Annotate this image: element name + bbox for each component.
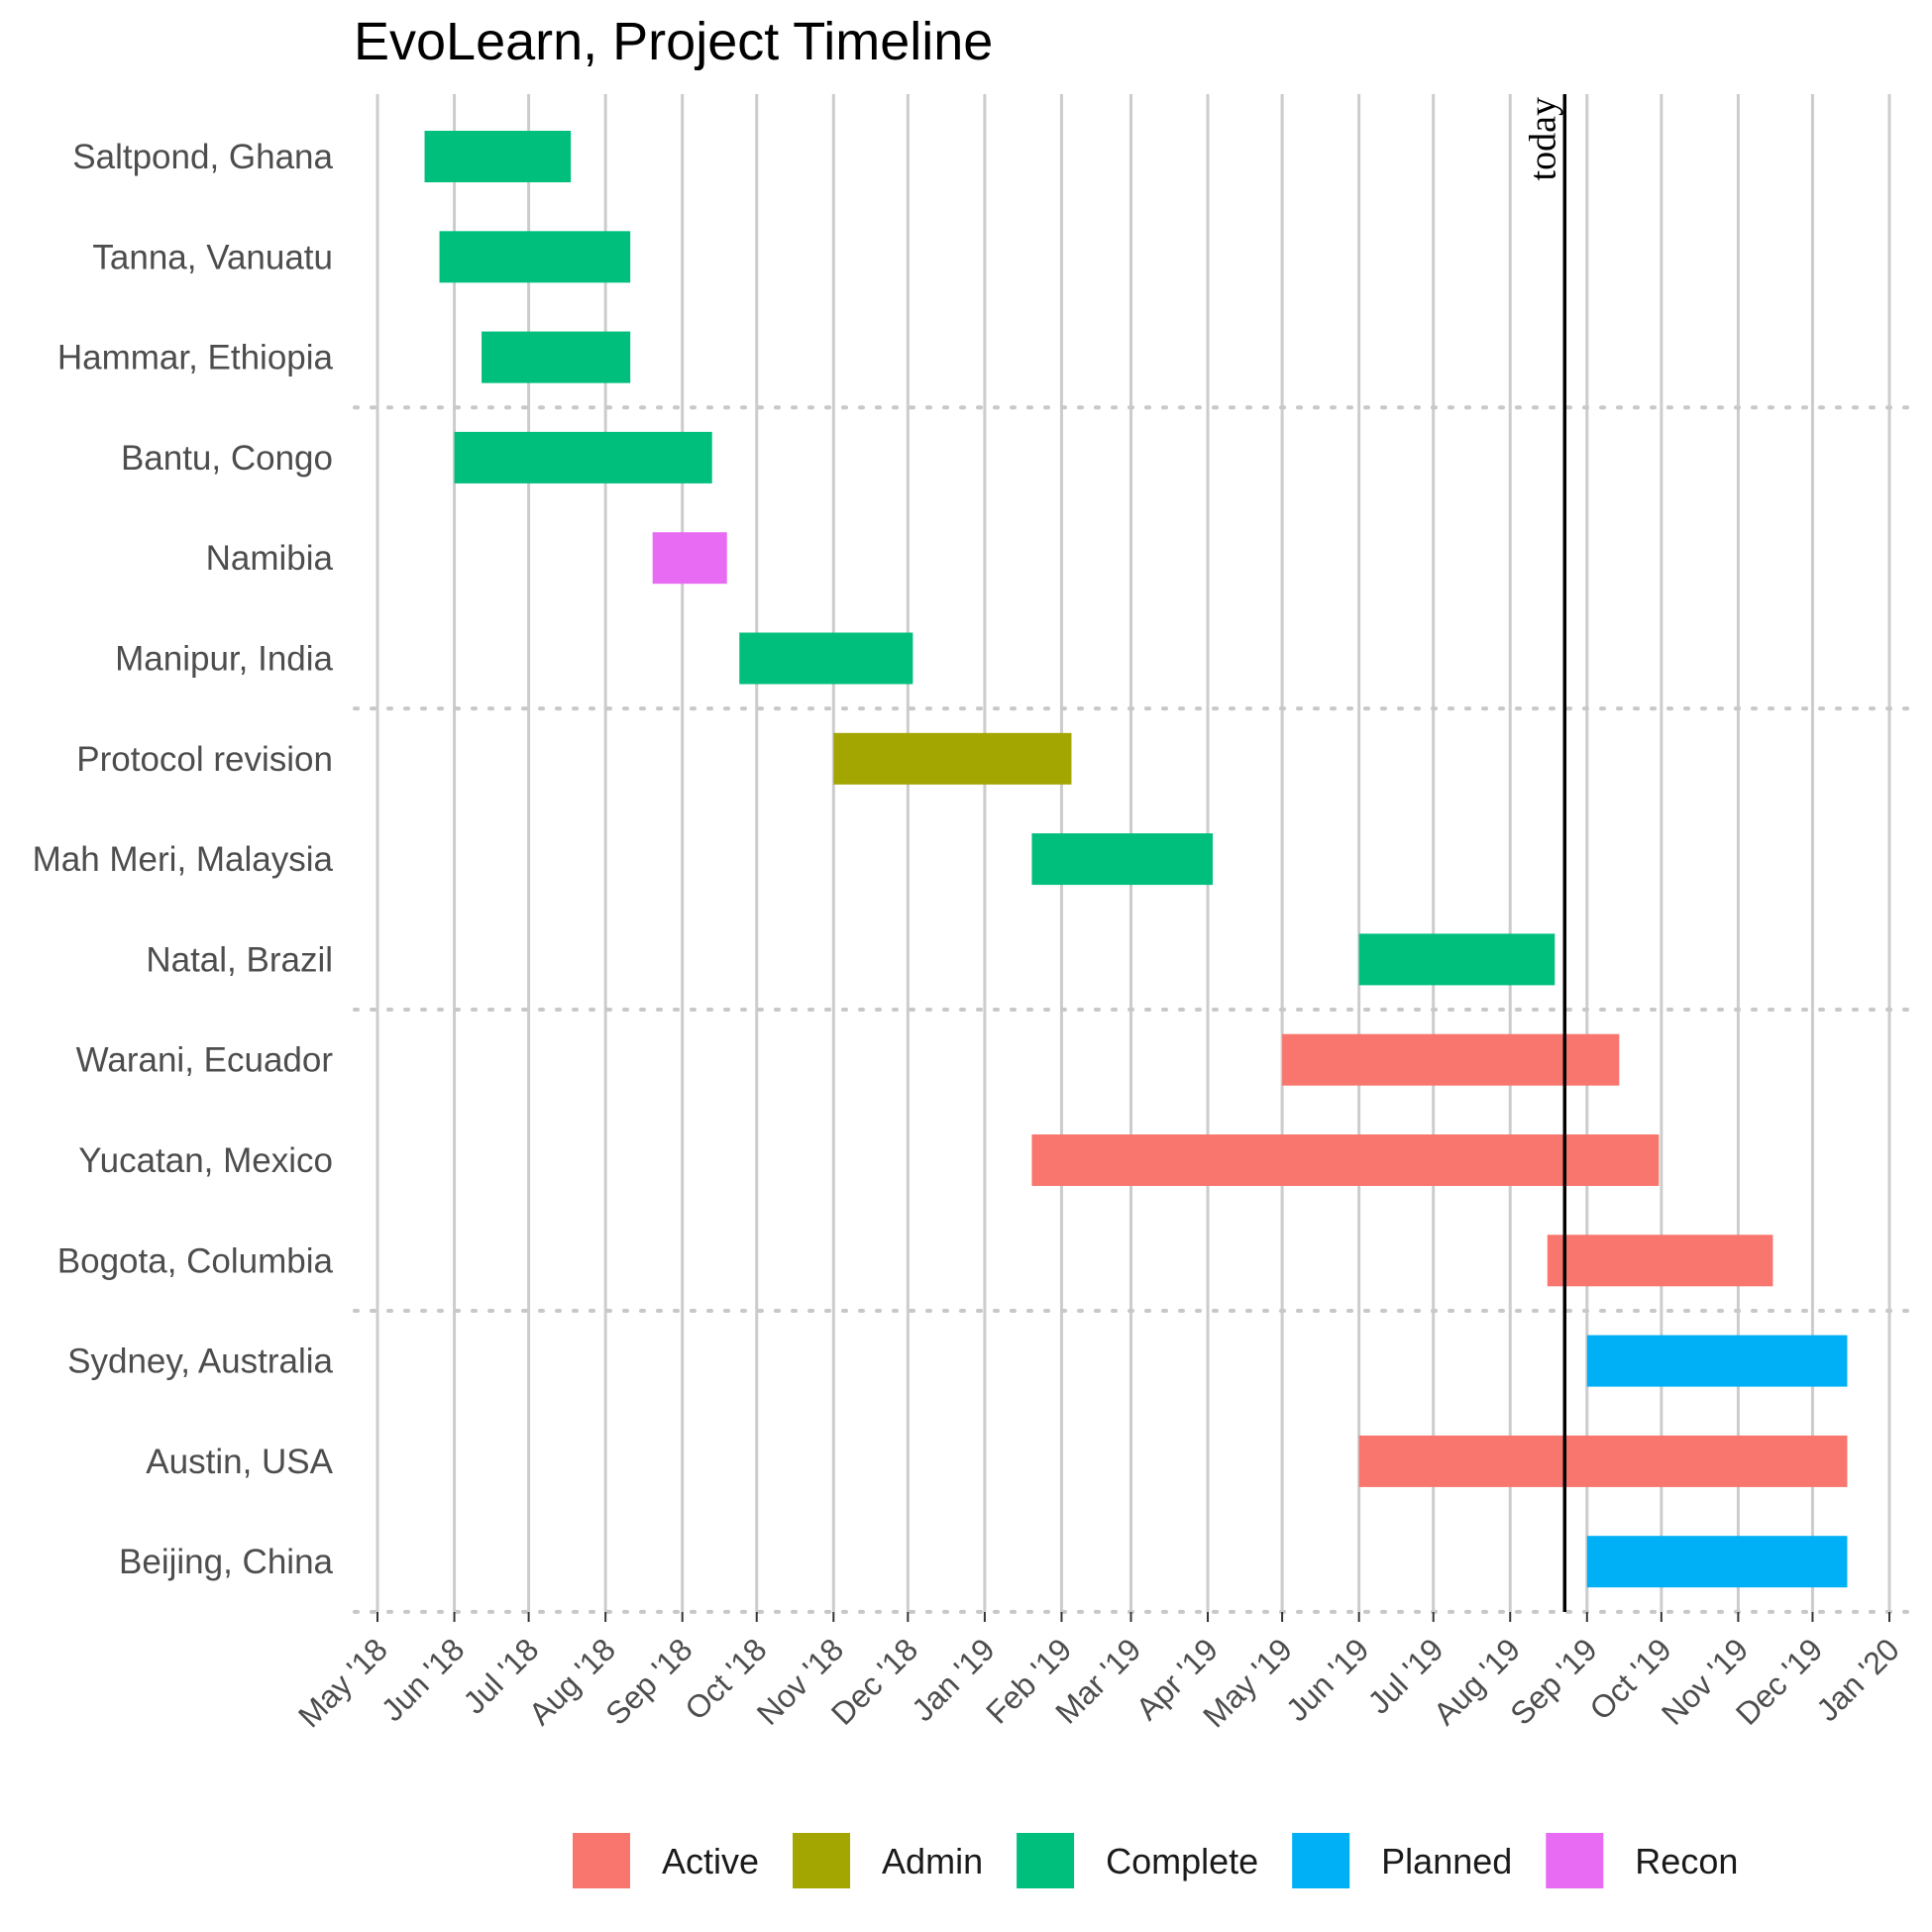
task-bar xyxy=(439,231,631,283)
x-tick-label: Aug '18 xyxy=(522,1631,622,1731)
legend-label: Admin xyxy=(882,1841,983,1881)
task-bar xyxy=(1547,1234,1773,1287)
legend-swatch xyxy=(1546,1833,1604,1888)
today-label: today xyxy=(1522,97,1563,180)
legend-swatch xyxy=(793,1833,851,1888)
legend-label: Planned xyxy=(1381,1841,1512,1881)
task-bar xyxy=(739,632,913,685)
legend-swatch xyxy=(573,1833,630,1888)
task-bar xyxy=(1586,1335,1848,1387)
task-bar xyxy=(652,532,727,585)
legend: Active Admin Complete Planned Recon xyxy=(573,1833,1738,1888)
task-bar xyxy=(1031,833,1214,886)
category-label: Tanna, Vanuatu xyxy=(92,238,333,276)
task-bar xyxy=(424,131,572,182)
x-tick-label: Aug '19 xyxy=(1427,1631,1527,1731)
task-bar xyxy=(454,431,712,483)
group-separators xyxy=(353,405,1914,1614)
grid-layer xyxy=(376,94,1891,1612)
legend-label: Active xyxy=(662,1841,759,1881)
legend-swatch xyxy=(1017,1833,1075,1888)
category-label: Sydney, Australia xyxy=(67,1342,333,1381)
legend-label: Complete xyxy=(1106,1841,1258,1881)
today-marker: today xyxy=(1522,94,1567,1612)
legend-swatch xyxy=(1292,1833,1350,1888)
category-label: Namibia xyxy=(206,539,334,578)
chart-title: EvoLearn, Project Timeline xyxy=(354,12,993,71)
task-bar xyxy=(1358,1435,1848,1487)
category-label: Natal, Brazil xyxy=(146,940,333,979)
task-bar xyxy=(1282,1033,1620,1086)
task-bar xyxy=(1358,933,1556,986)
category-label: Hammar, Ethiopia xyxy=(57,339,334,377)
category-label: Bogota, Columbia xyxy=(57,1241,334,1280)
category-label: Warani, Ecuador xyxy=(76,1041,334,1080)
category-labels: Saltpond, Ghana Tanna, Vanuatu Hammar, Eth… xyxy=(33,138,334,1581)
category-label: Beijing, China xyxy=(119,1543,333,1581)
task-bar xyxy=(833,732,1072,785)
category-label: Mah Meri, Malaysia xyxy=(33,840,334,879)
category-label: Protocol revision xyxy=(76,740,333,779)
bars-layer xyxy=(424,131,1848,1588)
x-tick-label: Jan '20 xyxy=(1809,1631,1906,1728)
x-tick-label: Jun '18 xyxy=(375,1631,472,1728)
task-bar xyxy=(1586,1536,1848,1588)
x-tick-label: Jun '19 xyxy=(1279,1631,1376,1728)
category-label: Manipur, India xyxy=(115,640,333,679)
x-tick-label: Sep '18 xyxy=(598,1631,698,1731)
x-tick-label: Sep '19 xyxy=(1503,1631,1603,1731)
legend-label: Recon xyxy=(1635,1841,1738,1881)
category-label: Austin, USA xyxy=(146,1443,333,1481)
task-bar xyxy=(1031,1134,1660,1186)
category-label: Bantu, Congo xyxy=(121,439,333,478)
category-label: Saltpond, Ghana xyxy=(72,138,333,176)
task-bar xyxy=(482,331,631,383)
x-tick-label: May '18 xyxy=(291,1631,394,1734)
category-label: Yucatan, Mexico xyxy=(78,1141,333,1180)
